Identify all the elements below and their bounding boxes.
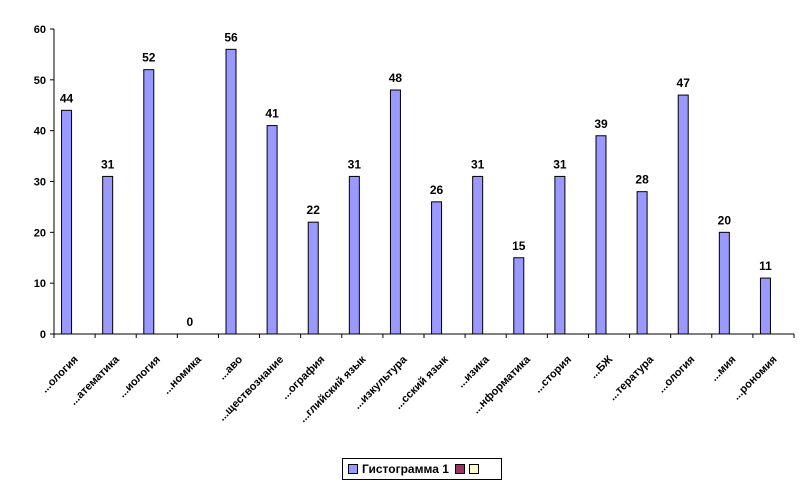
data-label: 11 xyxy=(759,259,772,273)
bar xyxy=(595,135,607,335)
data-label: 0 xyxy=(187,315,194,329)
data-label: 52 xyxy=(142,51,156,65)
bar xyxy=(677,94,689,335)
legend-swatch-2 xyxy=(454,464,465,474)
bar xyxy=(513,257,525,335)
data-label: 31 xyxy=(101,157,115,171)
category-label: ...тература xyxy=(607,353,657,403)
data-label: 31 xyxy=(553,157,567,171)
y-axis-ticks: 0 10 20 30 40 50 60 xyxy=(34,24,54,341)
y-tick-label: 60 xyxy=(34,24,46,36)
legend-label-series-1: Гистограмма 1 xyxy=(362,462,449,476)
y-tick-label: 10 xyxy=(34,278,46,290)
bar xyxy=(472,175,484,335)
category-label: ...номика xyxy=(161,353,205,397)
y-tick-label: 30 xyxy=(34,177,46,189)
bar xyxy=(389,89,401,335)
bar xyxy=(759,277,771,335)
data-labels: 44 31 52 0 56 41 22 31 48 26 31 15 31 39 28 47 20 11 xyxy=(60,30,772,329)
bar xyxy=(348,175,360,335)
category-labels: ...ология...атематика...иология...номика… xyxy=(39,353,780,425)
bar xyxy=(636,191,648,335)
bar xyxy=(61,109,73,335)
data-label: 20 xyxy=(718,213,732,227)
bar xyxy=(225,48,237,335)
bar xyxy=(266,125,278,335)
category-label: ...мия xyxy=(708,354,738,384)
bar xyxy=(143,69,155,335)
data-label: 39 xyxy=(594,117,608,131)
data-label: 48 xyxy=(389,71,403,85)
bars xyxy=(61,48,771,335)
data-label: 31 xyxy=(348,157,362,171)
data-label: 15 xyxy=(512,239,526,253)
data-label: 56 xyxy=(224,30,238,44)
category-label: ...аво xyxy=(216,353,245,382)
y-tick-label: 40 xyxy=(34,126,46,138)
legend-swatch-3 xyxy=(468,464,479,474)
bar xyxy=(431,201,443,335)
y-tick-label: 0 xyxy=(40,329,46,341)
bar xyxy=(307,221,319,335)
category-label: ...изика xyxy=(455,353,492,390)
data-label: 31 xyxy=(471,157,485,171)
category-label: ...БЖ xyxy=(588,354,615,381)
data-label: 41 xyxy=(265,107,279,121)
data-label: 47 xyxy=(677,76,691,90)
data-label: 26 xyxy=(430,183,444,197)
bar xyxy=(718,231,730,335)
bar xyxy=(102,175,114,335)
y-tick-label: 20 xyxy=(34,227,46,239)
category-label: ...стория xyxy=(532,354,574,396)
category-label: ...рономия xyxy=(731,354,780,403)
data-label: 44 xyxy=(60,91,74,105)
legend-swatch-series-1 xyxy=(348,464,358,474)
category-label: ...ология xyxy=(39,354,81,396)
legend: Гистограмма 1 xyxy=(342,458,502,480)
bar xyxy=(554,175,566,335)
category-label: ...ология xyxy=(656,354,698,396)
data-label: 28 xyxy=(635,173,649,187)
y-tick-label: 50 xyxy=(34,75,46,87)
data-label: 22 xyxy=(307,203,321,217)
category-label: ...иология xyxy=(116,354,162,400)
